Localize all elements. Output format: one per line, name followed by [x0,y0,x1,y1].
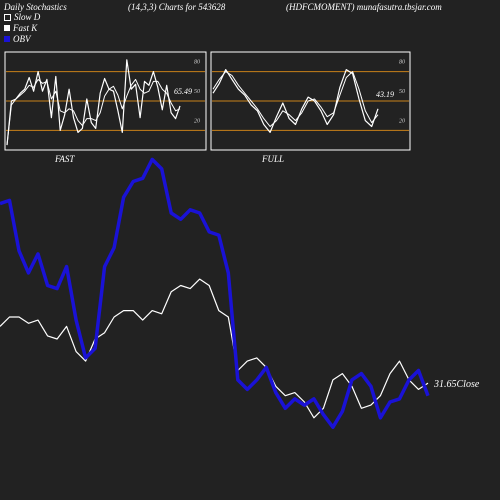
full-panel-title: FULL [261,154,284,164]
close-last-value-label: 31.65Close [433,379,480,390]
legend-item-slow-d: Slow D [4,12,40,22]
fast-slow-d-line [6,78,181,146]
fast-y-tick-50: 50 [194,89,200,95]
fast-panel-title: FAST [54,154,75,164]
full-slow-d-line [212,71,379,127]
legend-label-slow-d: Slow D [14,12,41,22]
legend-label-fast-k: Fast K [13,23,38,33]
obv-swatch [4,36,10,42]
symbol-source-label: (HDFCMOMENT) munafasutra.tbsjar.com [286,2,442,12]
full-y-tick-80: 80 [399,60,405,66]
full-y-tick-50: 50 [399,89,405,95]
legend-label-obv: OBV [13,34,31,44]
legend-item-fast-k: Fast K [4,23,37,33]
full-last-value-label: 43.19 [376,90,394,99]
fast-fast-k-line [6,59,181,146]
fast-k-swatch [4,25,10,31]
full-y-tick-20: 20 [399,118,405,124]
legend-item-obv: OBV [4,34,31,44]
full-panel-frame [210,51,411,151]
chart-parameters-title: (14,3,3) Charts for 543628 [128,2,226,12]
fast-y-tick-80: 80 [194,60,200,66]
full-fast-k-line [212,68,379,133]
obv-line [0,157,430,429]
close-price-line [0,278,429,419]
slow-d-swatch [4,13,11,21]
fast-y-tick-20: 20 [194,118,200,124]
fast-panel-frame [4,51,207,151]
chart-type-label: Daily Stochastics [4,2,67,12]
fast-last-value-label: 65.49 [174,87,192,96]
